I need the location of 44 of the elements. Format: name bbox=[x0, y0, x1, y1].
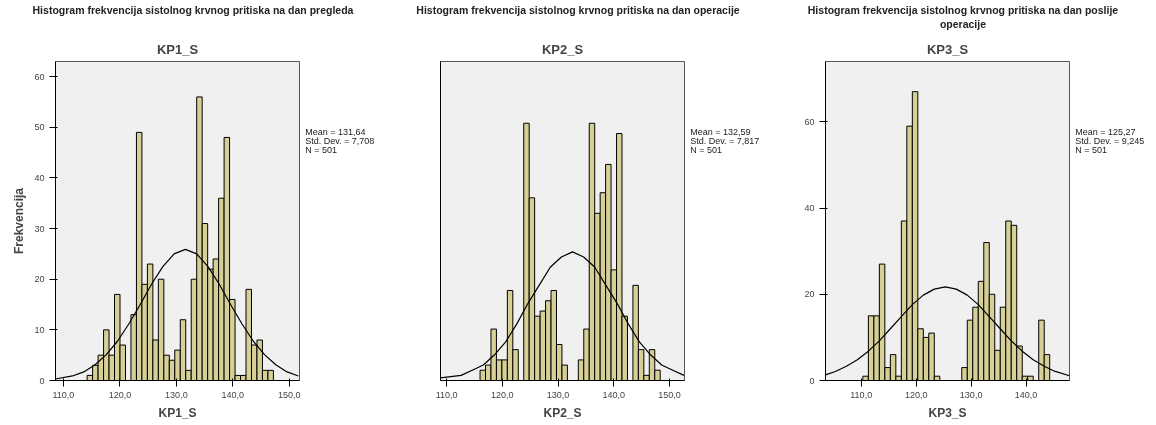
chart-title: Histogram frekvencija sistolnog krvnog pritiska na dan poslije operacije bbox=[807, 3, 1119, 31]
y-tick-label: 20 bbox=[804, 289, 815, 300]
x-tick-label: 150,0 bbox=[278, 389, 301, 400]
x-tick-label: 110,0 bbox=[435, 389, 458, 400]
x-tick-label: 140,0 bbox=[1014, 389, 1038, 400]
x-tick-label: 120,0 bbox=[491, 389, 514, 400]
x-tick-label: 110,0 bbox=[850, 389, 873, 400]
x-tick-label: 130,0 bbox=[546, 389, 570, 400]
text: N = 501 bbox=[690, 145, 722, 156]
chart-subtitle: KP1_S bbox=[156, 41, 199, 57]
chart-title: Histogram frekvencija sistolnog krvnog pritiska na dan operacije bbox=[416, 3, 740, 16]
y-tick-label: 20 bbox=[34, 274, 45, 285]
chart-title: Histogram frekvencija sistolnog krvnog pritiska na dan pregleda bbox=[32, 3, 354, 16]
x-tick-label: 140,0 bbox=[221, 389, 245, 400]
text: Mean = 132,59 bbox=[690, 127, 751, 138]
x-axis-title: KP1_S bbox=[158, 405, 197, 420]
text: Mean = 125,27 bbox=[1075, 127, 1136, 138]
text: KP2_S bbox=[543, 405, 582, 420]
y-axis-title: Frekvencija bbox=[12, 187, 27, 255]
y-tick-label: 0 bbox=[809, 375, 815, 386]
y-tick-label: 60 bbox=[34, 71, 45, 82]
text: Mean = 131,64 bbox=[305, 127, 366, 138]
y-tick-label: 60 bbox=[804, 116, 815, 127]
x-tick-label: 120,0 bbox=[904, 389, 928, 400]
y-tick-label: 40 bbox=[804, 203, 815, 214]
text: Std. Dev. = 9,245 bbox=[1075, 136, 1145, 147]
text: N = 501 bbox=[305, 145, 337, 156]
text: Std. Dev. = 7,817 bbox=[690, 136, 760, 147]
text: Std. Dev. = 7,708 bbox=[305, 136, 375, 147]
x-tick-label: 130,0 bbox=[959, 389, 983, 400]
y-tick-label: 30 bbox=[34, 223, 45, 234]
y-tick-label: 50 bbox=[34, 122, 45, 133]
x-axis-title: KP2_S bbox=[541, 41, 584, 57]
x-tick-label: 150,0 bbox=[658, 389, 681, 400]
y-tick-label: 40 bbox=[34, 172, 45, 183]
x-tick-label: 130,0 bbox=[165, 389, 188, 400]
x-tick-label: 120,0 bbox=[108, 389, 132, 400]
x-tick-label: 140,0 bbox=[602, 389, 626, 400]
y-tick-label: 10 bbox=[34, 324, 45, 335]
y-tick-label: 0 bbox=[39, 375, 45, 386]
text: N = 501 bbox=[1075, 145, 1107, 156]
x-axis-title: KP3_S bbox=[928, 405, 967, 420]
chart-subtitle: KP3_S bbox=[926, 41, 969, 57]
x-tick-label: 110,0 bbox=[52, 389, 75, 400]
